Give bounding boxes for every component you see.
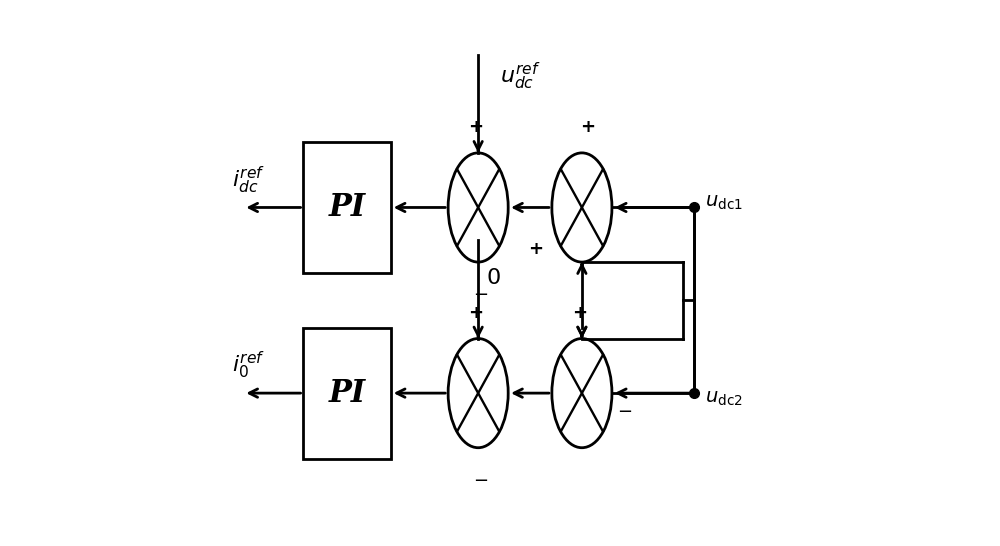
Text: $-$: $-$ bbox=[473, 470, 488, 488]
Text: +: + bbox=[580, 118, 595, 136]
Text: +: + bbox=[468, 118, 483, 136]
Text: +: + bbox=[528, 240, 543, 258]
Text: $u_{dc}^{ref}$: $u_{dc}^{ref}$ bbox=[500, 61, 540, 92]
Text: $u_{\rm dc2}$: $u_{\rm dc2}$ bbox=[705, 389, 743, 408]
Bar bbox=[303, 328, 391, 459]
Text: $u_{\rm dc1}$: $u_{\rm dc1}$ bbox=[705, 193, 743, 211]
Text: $-$: $-$ bbox=[617, 401, 633, 418]
Text: $i_{dc}^{ref}$: $i_{dc}^{ref}$ bbox=[232, 164, 266, 196]
Text: PI: PI bbox=[329, 378, 366, 408]
Text: +: + bbox=[572, 304, 587, 322]
Bar bbox=[303, 142, 391, 273]
Text: $i_{0}^{ref}$: $i_{0}^{ref}$ bbox=[232, 350, 266, 382]
Text: $0$: $0$ bbox=[486, 268, 501, 289]
Text: $-$: $-$ bbox=[473, 284, 488, 302]
Text: PI: PI bbox=[329, 192, 366, 223]
Text: +: + bbox=[468, 304, 483, 322]
